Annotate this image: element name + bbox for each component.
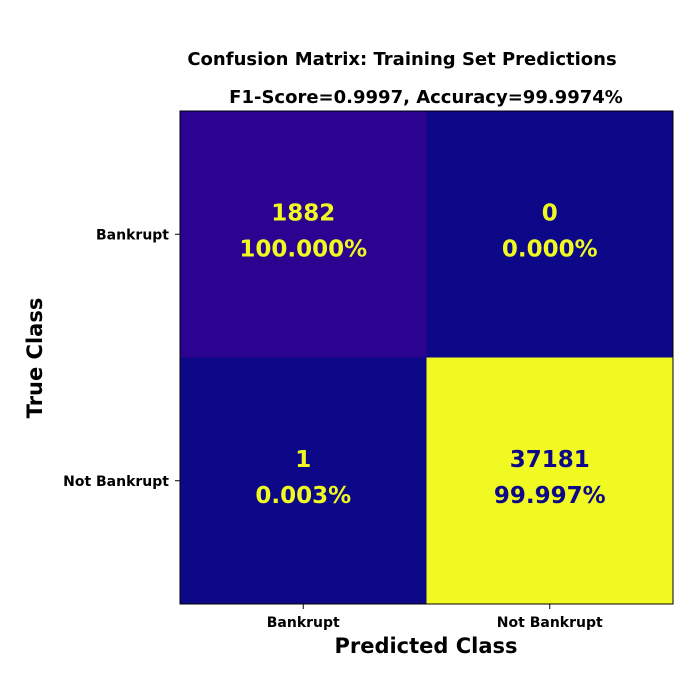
matrix-cell [426,357,673,604]
x-axis-title: Predicted Class [334,634,517,658]
cell-count-label: 37181 [510,447,590,473]
matrix-cell [180,357,427,604]
matrix-cells: 1882 100.000% 0 0.000% 1 0.003% 37181 99.997% [180,111,673,604]
cell-percent-label: 0.003% [255,483,351,509]
cell-count-label: 1882 [271,200,335,226]
y-tick-label: Not Bankrupt [63,474,169,490]
chart-title: Confusion Matrix: Training Set Predictio… [187,49,616,70]
x-tick-label: Not Bankrupt [497,615,603,631]
x-tick-label: Bankrupt [267,615,340,631]
matrix-cell [426,111,673,358]
axis-ticks: Bankrupt Not Bankrupt Bankrupt Not Bankrupt [63,227,603,631]
chart-subtitle: F1-Score=0.9997, Accuracy=99.9974% [229,87,623,108]
y-axis-title: True Class [23,298,47,419]
cell-count-label: 1 [295,447,311,473]
cell-count-label: 0 [542,200,558,226]
cell-percent-label: 99.997% [494,483,606,509]
plot-frame [179,110,674,605]
cell-percent-label: 0.000% [502,236,598,262]
y-tick-label: Bankrupt [96,227,169,243]
matrix-cell [180,111,427,358]
cell-percent-label: 100.000% [239,236,367,262]
